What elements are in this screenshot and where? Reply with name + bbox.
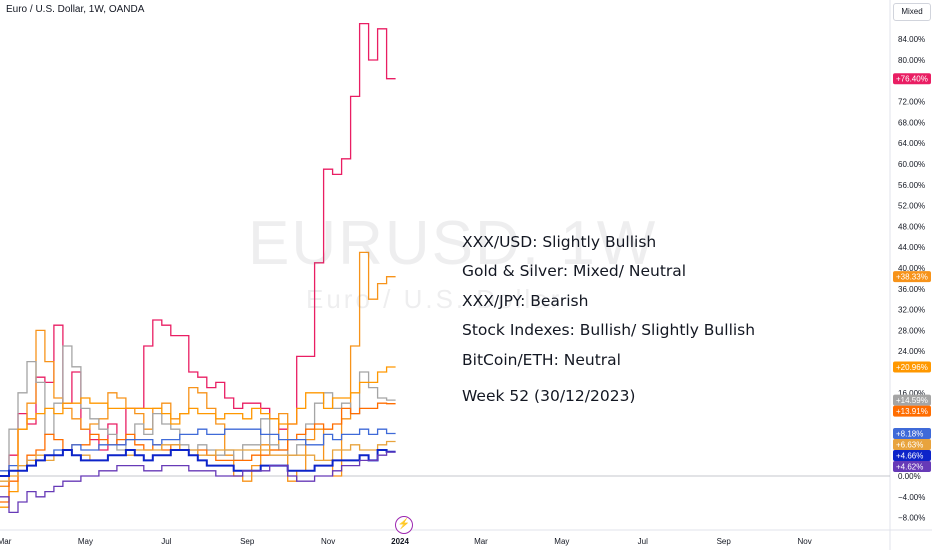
last-value-label: +4.62% xyxy=(896,462,923,471)
x-tick-label: Mar xyxy=(474,537,488,546)
note-line-metals: Gold & Silver: Mixed/ Neutral xyxy=(462,262,687,281)
note-line-jpy: XXX/JPY: Bearish xyxy=(462,291,589,310)
last-value-label: +6.63% xyxy=(896,440,923,449)
y-tick-label: 44.00% xyxy=(898,243,925,252)
y-tick-label: 68.00% xyxy=(898,118,925,127)
y-tick-label: 84.00% xyxy=(898,35,925,44)
x-tick-label: 2024 xyxy=(391,537,409,546)
last-value-badge xyxy=(893,361,931,373)
x-tick-label: Jul xyxy=(638,537,648,546)
y-tick-label: 36.00% xyxy=(898,285,925,294)
last-value-label: +20.96% xyxy=(896,363,928,372)
y-tick-label: −4.00% xyxy=(898,493,925,502)
note-line-usd: XXX/USD: Slightly Bullish xyxy=(462,233,657,251)
y-tick-label: 24.00% xyxy=(898,347,925,356)
last-value-badge xyxy=(893,460,931,472)
note-line-crypto: BitCoin/ETH: Neutral xyxy=(462,350,621,369)
y-tick-label: 40.00% xyxy=(898,264,925,273)
y-tick-label: 16.00% xyxy=(898,389,925,398)
last-value-label: +8.18% xyxy=(896,429,923,438)
y-tick-label: 80.00% xyxy=(898,56,925,65)
symbol-title: Euro / U.S. Dollar, 1W, OANDA xyxy=(6,4,145,15)
last-value-label: +76.40% xyxy=(896,75,928,84)
x-tick-label: Sep xyxy=(717,537,732,546)
x-tick-label: Nov xyxy=(321,537,335,546)
annotation-text[interactable]: XXX/USD: Slightly Bullish Gold & Silver:… xyxy=(462,232,755,415)
x-tick-label: May xyxy=(554,537,569,546)
x-tick-label: Sep xyxy=(240,537,255,546)
y-tick-label: −8.00% xyxy=(898,514,925,523)
scale-mode-button[interactable]: Mixed xyxy=(893,3,931,21)
last-value-badge xyxy=(893,427,931,439)
y-tick-label: 72.00% xyxy=(898,98,925,107)
last-value-badge xyxy=(893,271,931,283)
y-tick-label: 56.00% xyxy=(898,181,925,190)
last-value-label: +4.66% xyxy=(896,451,923,460)
last-value-label: +38.33% xyxy=(896,273,928,282)
watermark-description: Euro / U.S. Dollar xyxy=(306,284,563,314)
y-tick-label: 48.00% xyxy=(898,222,925,231)
y-tick-label: 0.00% xyxy=(898,472,921,481)
last-value-badge xyxy=(893,394,931,406)
y-tick-label: 52.00% xyxy=(898,202,925,211)
last-value-badge xyxy=(893,405,931,417)
x-tick-label: Jul xyxy=(161,537,171,546)
last-value-badge xyxy=(893,449,931,461)
last-value-badge xyxy=(893,438,931,450)
lightning-icon[interactable]: ⚡ xyxy=(395,516,413,534)
series-line-7 xyxy=(0,449,396,477)
last-value-label: +13.91% xyxy=(896,407,928,416)
series-line-3 xyxy=(0,366,396,508)
x-tick-label: May xyxy=(78,537,93,546)
watermark-symbol: EURUSD, 1W xyxy=(248,209,658,278)
series-line-8 xyxy=(0,451,396,514)
note-line-indexes: Stock Indexes: Bullish/ Slightly Bullish xyxy=(462,321,756,340)
y-tick-label: 64.00% xyxy=(898,139,925,148)
last-value-label: +14.59% xyxy=(896,396,928,405)
x-tick-label: Nov xyxy=(797,537,811,546)
last-value-badge xyxy=(893,73,931,85)
y-tick-label: 28.00% xyxy=(898,326,925,335)
y-tick-label: 60.00% xyxy=(898,160,925,169)
note-week: Week 52 (30/12/2023) xyxy=(462,386,636,405)
x-tick-label: Mar xyxy=(0,537,12,546)
y-tick-label: 32.00% xyxy=(898,306,925,315)
